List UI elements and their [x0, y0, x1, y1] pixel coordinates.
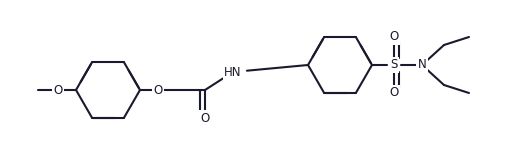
Text: O: O: [200, 112, 210, 124]
Text: S: S: [390, 58, 398, 71]
Text: O: O: [53, 83, 63, 97]
Text: O: O: [389, 86, 399, 100]
Text: N: N: [418, 58, 427, 71]
Text: HN: HN: [224, 66, 242, 78]
Text: O: O: [153, 83, 163, 97]
Text: O: O: [389, 31, 399, 44]
